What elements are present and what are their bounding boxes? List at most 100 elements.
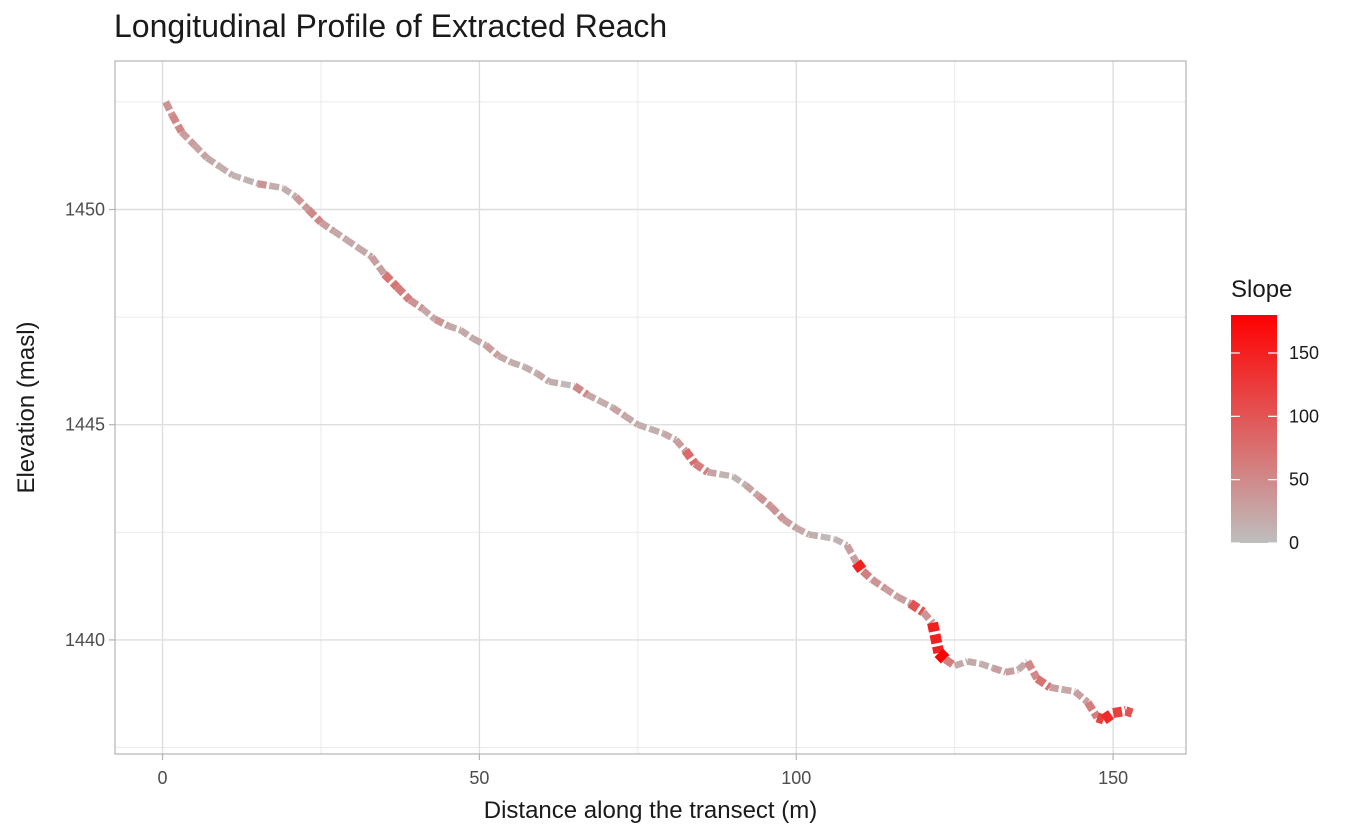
profile-segment: [623, 413, 640, 428]
profile-segment: [368, 254, 388, 277]
profile-segment: [852, 559, 868, 575]
profile-segment: [269, 182, 284, 192]
profile-segment: [934, 648, 950, 664]
profile-segment: [1034, 675, 1053, 691]
profile-segment: [446, 322, 462, 334]
y-tick-label: 1440: [65, 630, 105, 650]
profile-segment: [794, 525, 811, 538]
profile-segment: [1124, 706, 1134, 718]
profile-segment: [719, 471, 734, 480]
x-tick-label: 0: [158, 768, 168, 788]
legend-colorbar: [1231, 315, 1277, 543]
y-tick-label: 1450: [65, 200, 105, 220]
profile-segment: [907, 599, 926, 616]
legend-tick-label: 100: [1289, 406, 1319, 426]
profile-segment: [636, 421, 652, 433]
profile-segment: [561, 380, 575, 390]
profile-segment: [1024, 659, 1041, 681]
axis-ticks: 0 50 100 150 1440 1445 1450: [65, 200, 1128, 789]
y-axis-title: Elevation (masl): [13, 321, 40, 493]
profile-segment: [205, 155, 222, 170]
profile-segment: [433, 316, 450, 329]
profile-segment: [808, 531, 823, 540]
profile-segment: [991, 664, 1007, 676]
profile-segment: [381, 271, 400, 290]
profile-segment: [966, 658, 981, 667]
profile-segment: [179, 129, 197, 148]
profile-segment: [496, 352, 513, 366]
panel-border: [114, 60, 1187, 755]
x-tick-label: 50: [469, 768, 489, 788]
profile-segment: [217, 163, 235, 178]
profile-segment: [585, 391, 602, 405]
profile-segment: [731, 473, 748, 488]
profile-segment: [978, 660, 994, 671]
profile-segment: [768, 503, 787, 522]
profile-segment: [483, 342, 501, 359]
profile-segment: [1100, 708, 1117, 724]
profile-segment: [743, 482, 761, 499]
legend-tick-label: 150: [1289, 343, 1319, 363]
profile-segment: [832, 535, 849, 549]
profile-segment: [920, 609, 936, 626]
profile-segment: [281, 185, 298, 200]
profile-segment: [821, 533, 835, 542]
profile-segment: [293, 194, 311, 213]
profile-segment: [673, 437, 688, 453]
profile-segment: [407, 296, 425, 312]
profile-segment: [610, 404, 628, 419]
profile-segment: [1112, 706, 1127, 719]
profile-segment: [471, 335, 488, 349]
profile-segment: [357, 245, 374, 260]
profile-segment: [598, 398, 614, 411]
x-axis-title: Distance along the transect (m): [484, 797, 817, 824]
chart-title: Longitudinal Profile of Extracted Reach: [114, 8, 668, 44]
profile-segment: [243, 176, 259, 187]
legend-tick-label: 0: [1289, 533, 1299, 553]
profile-segment: [1084, 700, 1101, 720]
profile-segment: [318, 219, 336, 234]
profile-segment: [344, 236, 361, 252]
x-tick-label: 150: [1098, 768, 1128, 788]
profile-segment: [231, 172, 246, 183]
profile-segment: [927, 621, 945, 654]
profile-segment: [168, 112, 185, 134]
profile-segment: [394, 284, 413, 303]
profile-segment: [331, 228, 349, 243]
profile-segment: [510, 359, 525, 370]
profile-segment: [305, 206, 324, 226]
profile-segment: [755, 492, 774, 510]
profile-segment: [1049, 683, 1064, 693]
profile-segment: [191, 142, 210, 161]
legend-ticks: 0 50 100 150: [1231, 343, 1319, 553]
grid: [115, 61, 1186, 754]
profile-segment: [942, 655, 957, 670]
profile-segment: [420, 305, 438, 322]
y-tick-label: 1445: [65, 415, 105, 435]
profile-segment: [1072, 688, 1091, 706]
x-tick-label: 100: [781, 768, 811, 788]
profile-segment: [843, 543, 860, 565]
profile-segment: [953, 658, 969, 669]
profile-segment: [860, 568, 875, 583]
profile-segment: [548, 378, 563, 388]
profile-line: [162, 100, 1134, 725]
profile-segment: [883, 585, 900, 600]
profile-segment: [661, 430, 678, 443]
profile-segment: [458, 327, 475, 342]
profile-segment: [1015, 658, 1030, 673]
profile-segment: [534, 370, 551, 385]
profile-segment: [870, 576, 888, 592]
legend-title: Slope: [1231, 276, 1292, 303]
profile-segment: [1095, 712, 1106, 725]
slope-legend: Slope 0 50 100 150: [1231, 276, 1319, 553]
profile-segment: [256, 180, 271, 190]
profile-segment: [572, 382, 590, 398]
profile-segment: [649, 425, 665, 437]
profile-segment: [681, 447, 699, 467]
legend-tick-label: 50: [1289, 470, 1309, 490]
profile-segment: [522, 363, 538, 376]
profile-segment: [706, 468, 721, 478]
profile-segment: [896, 593, 912, 607]
